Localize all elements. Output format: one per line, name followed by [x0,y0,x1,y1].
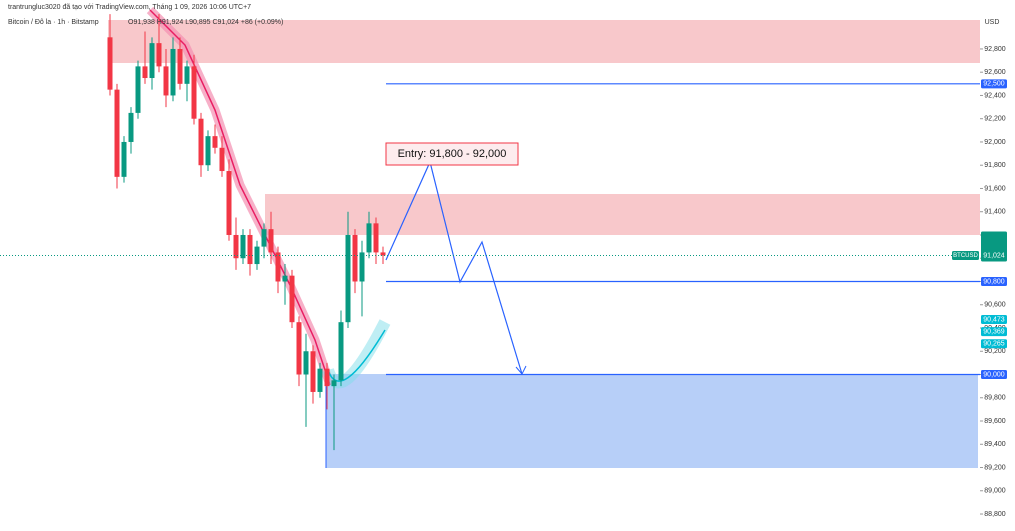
candles [107,14,386,451]
symbol-tag: BTCUSD [953,253,978,259]
y-tick-label: 92,400 [984,92,1006,99]
candle-body [184,66,190,84]
candle-body [303,351,309,375]
price-tag [981,339,1007,349]
price-tag [981,370,1007,380]
candle-body [170,48,176,96]
price-tag-label: 90,265 [983,341,1005,348]
candle-body [289,275,295,323]
candle-body [198,118,204,166]
candle-body [212,136,218,148]
candle-body [380,252,386,256]
target-zone [326,374,978,468]
price-tag-label: 91,024 [983,252,1005,259]
candle-body [142,66,148,79]
price-tag [981,327,1007,337]
candle-body [128,112,134,142]
y-tick-label: 89,400 [984,441,1006,448]
candle-body [268,229,274,253]
candle-body [240,234,246,259]
price-tag [981,79,1007,89]
candle-body [247,234,253,265]
supply-zone-top [108,20,980,63]
y-tick-label: 90,600 [984,302,1006,309]
y-tick-label: 92,800 [984,46,1006,53]
curve-line [327,329,386,382]
price-tag [981,276,1007,286]
price-tag [981,315,1007,325]
candle-body [156,43,162,67]
y-tick-label: 89,600 [984,418,1006,425]
y-tick-label: 91,400 [984,209,1006,216]
candle-body [275,252,281,282]
y-tick-label: 91,600 [984,185,1006,192]
y-tick-label: 89,000 [984,488,1006,495]
candle-body [121,141,127,177]
candle-body [177,48,183,84]
candle-body [359,252,365,282]
currency: USD [985,19,1000,26]
symbol: Bitcoin / Đô la · 1h · Bitstamp [8,19,99,26]
countdown: 53:38 [985,261,1003,268]
y-tick-label: 92,600 [984,69,1006,76]
candle-body [149,43,155,79]
candle-body [324,368,330,387]
y-tick-label: 92,000 [984,139,1006,146]
price-tag-label: 90,369 [983,328,1005,335]
candle-body [114,89,120,177]
y-tick-label: 90,200 [984,348,1006,355]
symbol-tag-box [952,250,979,260]
candle-body [233,234,239,259]
candle-body [345,234,351,323]
candle-body [219,147,225,172]
candle-body [352,234,358,282]
price-tag-label: 90,473 [983,316,1005,323]
y-tick-label: 91,800 [984,162,1006,169]
candle-body [282,275,288,282]
ohlc: O91,938 H91,924 L90,895 C91,024 +86 (+0.… [128,19,283,26]
annotation: Entry: 91,800 - 92,000 [398,148,507,160]
candle-body [338,322,344,381]
price-tag-label: 92,500 [983,81,1005,88]
candle-body [191,66,197,119]
y-tick-label: 89,200 [984,464,1006,471]
candle-body [107,37,113,90]
candle-body [163,66,169,96]
candle-body [296,322,302,375]
ma-line [149,9,331,386]
candle-body [135,66,141,113]
y-tick-label: 88,800 [984,511,1006,518]
candle-body [366,223,372,253]
candle-body [310,351,316,392]
candle-body [226,171,232,235]
price-tag-label: 90,800 [983,278,1005,285]
candle-body [254,246,260,265]
price-tag [981,231,1007,262]
supply-zone [265,194,980,235]
candle-body [317,368,323,392]
annotation-box [385,142,519,166]
y-tick-label: 92,200 [984,116,1006,123]
candle-body [261,229,267,247]
candle-body [373,223,379,253]
credit: trantrungluc3020 đã tạo với TradingView.… [8,4,251,11]
candle-body [205,136,211,166]
y-tick-label: 89,800 [984,395,1006,402]
price-tag-label: 90,000 [983,371,1005,378]
candle-body [331,380,337,387]
